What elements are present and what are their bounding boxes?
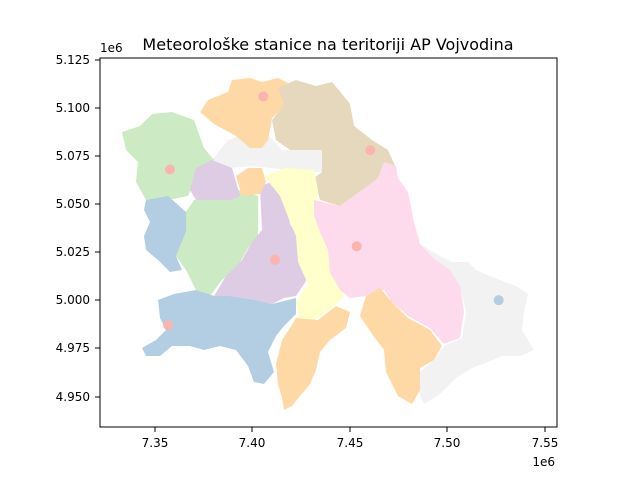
y-tick-label: 5.000 <box>56 293 90 307</box>
station-point <box>493 295 504 306</box>
plot-frame <box>99 57 558 428</box>
station-point <box>270 254 281 265</box>
y-tick-label: 5.025 <box>56 245 90 259</box>
station-point <box>365 145 376 156</box>
y-tick-label: 4.950 <box>56 390 90 404</box>
district-region <box>272 80 396 206</box>
x-tick-label: 7.55 <box>532 436 559 450</box>
districts <box>122 78 534 410</box>
district-region <box>314 162 464 344</box>
district-region <box>144 196 186 272</box>
y-tick-label: 5.125 <box>56 53 90 67</box>
district-region <box>360 288 442 404</box>
x-axis: 7.35 7.40 7.45 7.50 7.55 1e6 <box>142 427 559 469</box>
x-tick-label: 7.35 <box>142 436 169 450</box>
district-region <box>122 112 214 200</box>
district-region <box>190 160 240 200</box>
district-region <box>264 168 344 324</box>
district-region <box>142 290 296 384</box>
district-region <box>418 244 534 404</box>
district-region <box>214 180 308 304</box>
map-title: Meteorološke stanice na teritoriji AP Vo… <box>142 35 513 54</box>
district-region <box>276 306 350 410</box>
station-point <box>351 241 362 252</box>
x-tick-label: 7.40 <box>239 436 266 450</box>
y-tick-label: 4.975 <box>56 341 90 355</box>
station-markers <box>163 91 504 331</box>
x-offset-label: 1e6 <box>532 455 555 469</box>
x-tick-label: 7.45 <box>337 436 364 450</box>
y-tick-label: 5.075 <box>56 149 90 163</box>
district-region <box>176 190 258 296</box>
station-point <box>165 164 176 175</box>
station-point <box>163 320 174 331</box>
y-tick-label: 5.100 <box>56 101 90 115</box>
district-region <box>236 168 266 196</box>
station-point <box>258 91 269 102</box>
y-axis: 5.125 5.100 5.075 5.050 5.025 5.000 4.97… <box>56 41 123 404</box>
y-offset-label: 1e6 <box>100 41 123 55</box>
x-tick-label: 7.50 <box>434 436 461 450</box>
y-tick-label: 5.050 <box>56 197 90 211</box>
